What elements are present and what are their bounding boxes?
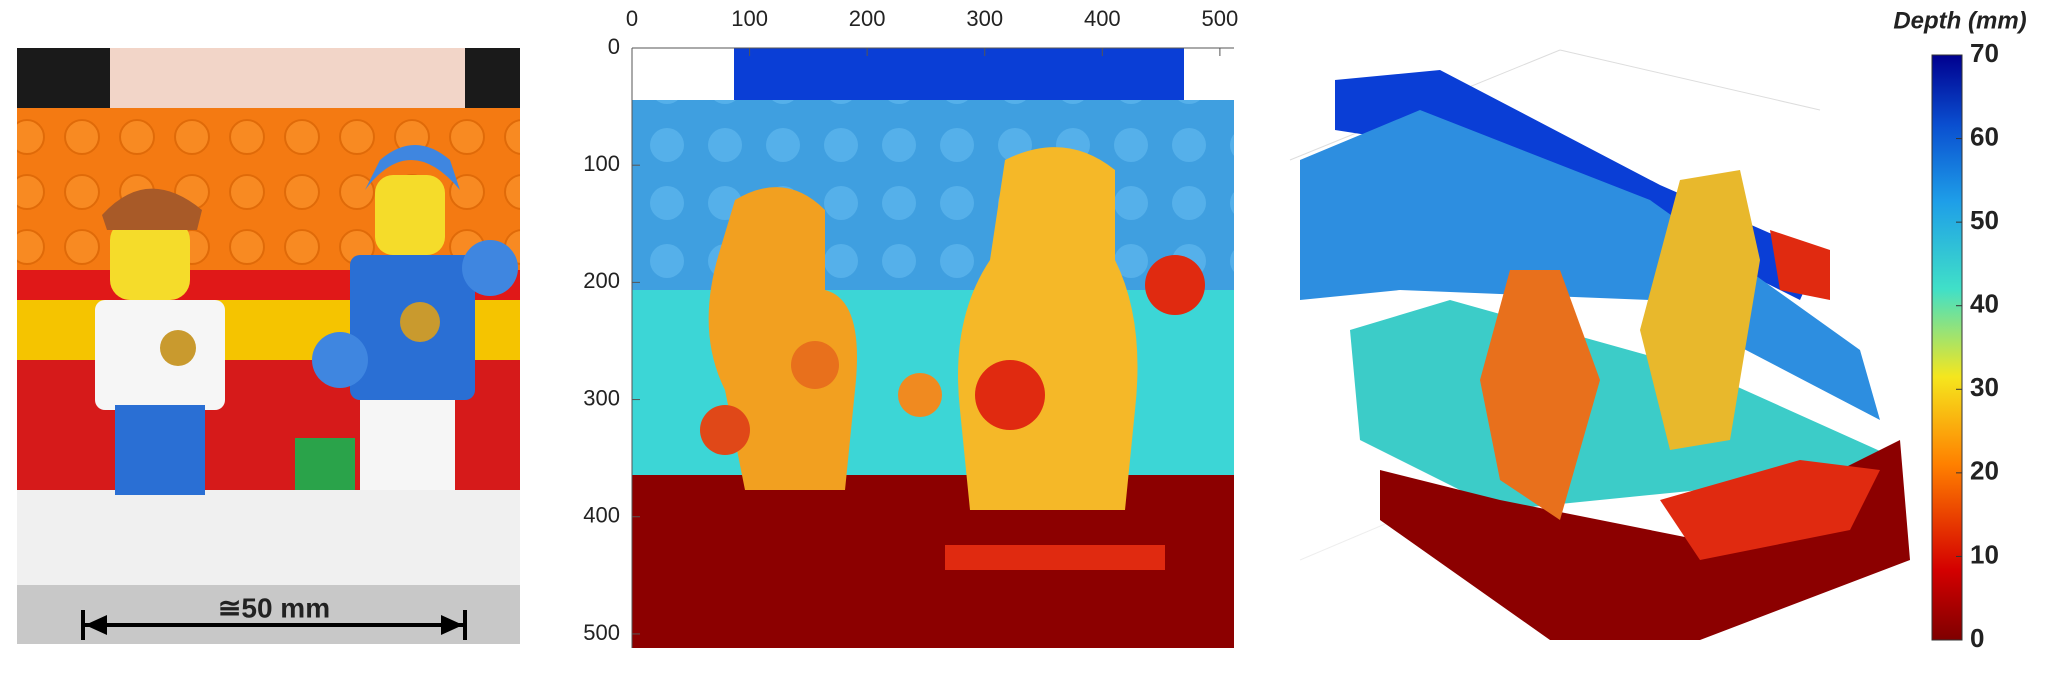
x-tick-label: 100 — [731, 6, 768, 31]
x-tick-label: 200 — [849, 6, 886, 31]
colorbar-title: Depth (mm) — [1893, 7, 2026, 34]
colorbar-tick-label: 70 — [1970, 38, 1999, 68]
point-cloud — [1289, 49, 1910, 640]
depth-map — [632, 48, 1234, 648]
colorbar-tick-label: 0 — [1970, 623, 1984, 653]
colorbar-tick-label: 40 — [1970, 289, 1999, 319]
x-tick-label: 300 — [966, 6, 1003, 31]
x-tick-label: 0 — [626, 6, 638, 31]
colorbar-tick-label: 20 — [1970, 456, 1999, 486]
colorbar-tick-label: 60 — [1970, 121, 1999, 151]
y-tick-label: 500 — [583, 620, 620, 645]
colorbar-tick-label: 10 — [1970, 539, 1999, 569]
colorbar: Depth (mm) — [1893, 7, 2027, 641]
colorbar-tick-label: 30 — [1970, 372, 1999, 402]
y-tick-label: 0 — [608, 34, 620, 59]
photo: ≅50 mm — [17, 48, 520, 644]
x-tick-label: 500 — [1202, 6, 1239, 31]
y-tick-label: 300 — [583, 385, 620, 410]
x-tick-label: 400 — [1084, 6, 1121, 31]
y-tick-label: 400 — [583, 503, 620, 528]
y-tick-label: 200 — [583, 268, 620, 293]
colorbar-tick-label: 50 — [1970, 205, 1999, 235]
y-tick-label: 100 — [583, 151, 620, 176]
scale-label: ≅50 mm — [218, 592, 330, 623]
